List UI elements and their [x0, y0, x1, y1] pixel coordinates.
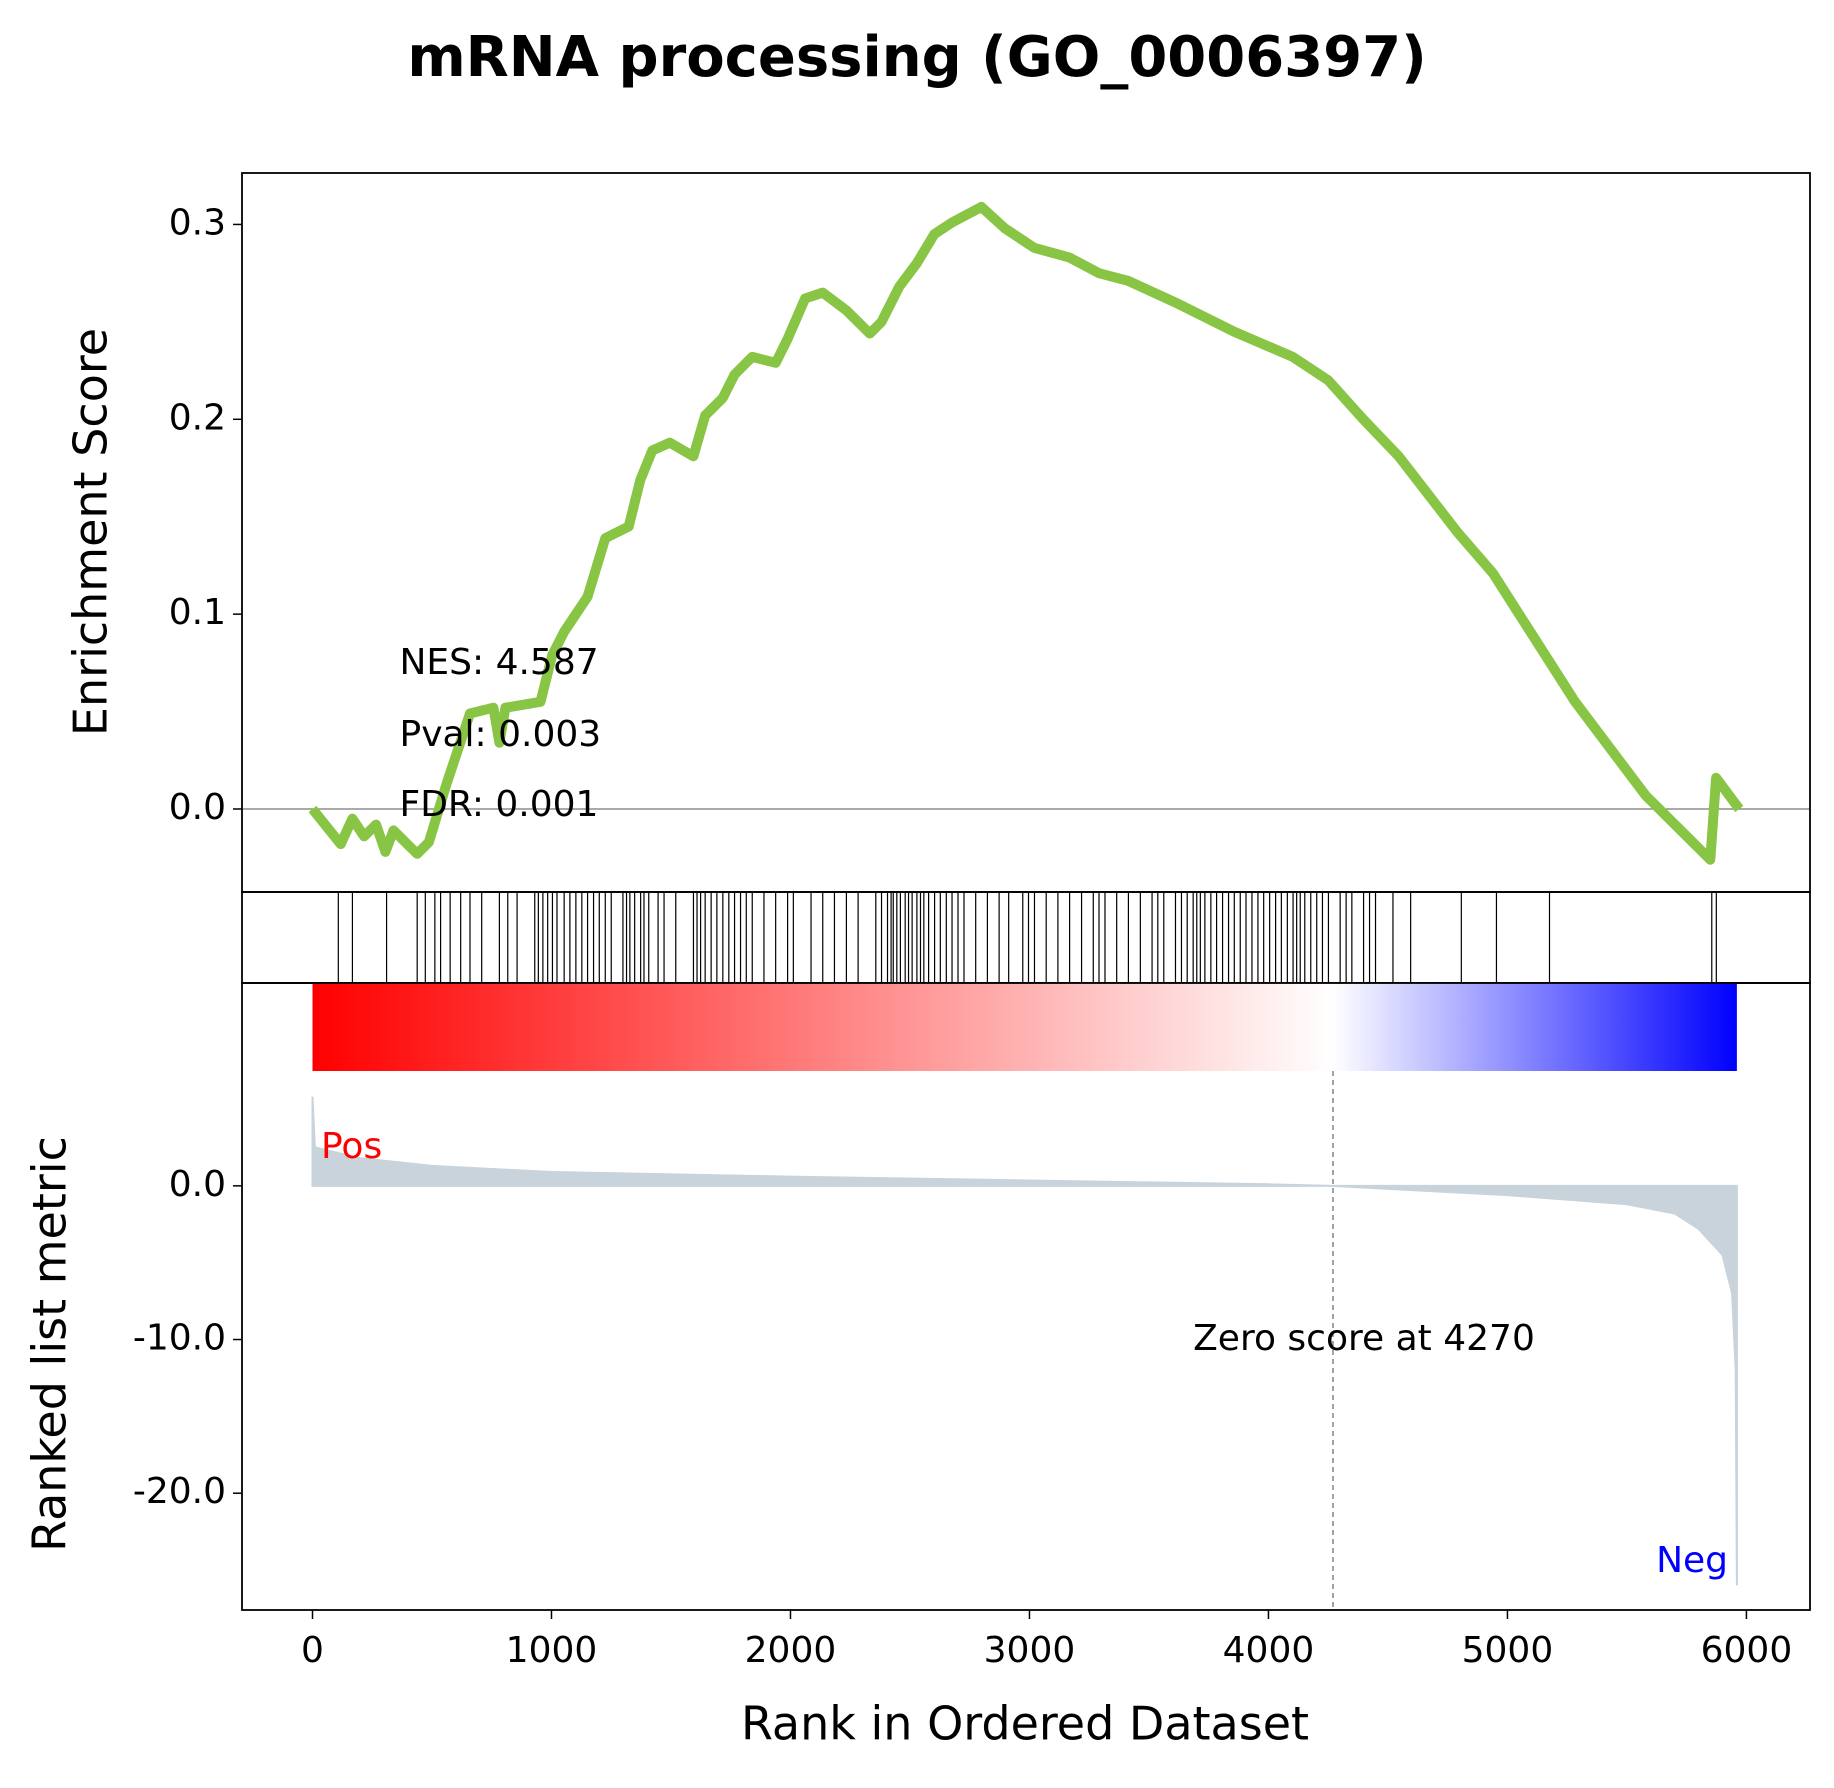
stat-annotation: NES: 4.587 [399, 642, 598, 683]
y-axis-label: Enrichment Score [64, 328, 118, 736]
zero-score-label: Zero score at 4270 [1193, 1318, 1535, 1359]
stat-annotation: FDR: 0.001 [399, 784, 598, 825]
y-tick-label: 0.0 [169, 1164, 226, 1205]
y-axis-label: Ranked list metric [23, 1136, 77, 1552]
x-tick-label: 5000 [1462, 1630, 1554, 1671]
es-line [308, 201, 1744, 865]
x-tick-label: 4000 [1223, 1630, 1315, 1671]
y-tick-label: 0.0 [169, 787, 226, 828]
y-tick-label: -20.0 [133, 1471, 226, 1512]
neg-label: Neg [1656, 1540, 1728, 1581]
y-tick-label: 0.1 [169, 592, 226, 633]
chart-title: mRNA processing (GO_0006397) [407, 25, 1426, 90]
metric-area [311, 1096, 1738, 1586]
x-tick-label: 2000 [745, 1630, 837, 1671]
x-tick-label: 6000 [1701, 1630, 1793, 1671]
stat-annotation: Pval: 0.003 [399, 714, 601, 755]
colorbar [312, 983, 1737, 1071]
x-tick-label: 0 [301, 1630, 324, 1671]
x-tick-label: 3000 [984, 1630, 1076, 1671]
y-tick-label: 0.2 [169, 397, 226, 438]
pos-label: Pos [321, 1126, 382, 1167]
y-tick-label: 0.3 [169, 202, 226, 243]
axes-frame [241, 982, 1811, 1611]
x-axis-label: Rank in Ordered Dataset [741, 1697, 1309, 1751]
axes-frame [241, 891, 1811, 984]
x-tick-label: 1000 [506, 1630, 598, 1671]
y-tick-label: -10.0 [133, 1318, 226, 1359]
